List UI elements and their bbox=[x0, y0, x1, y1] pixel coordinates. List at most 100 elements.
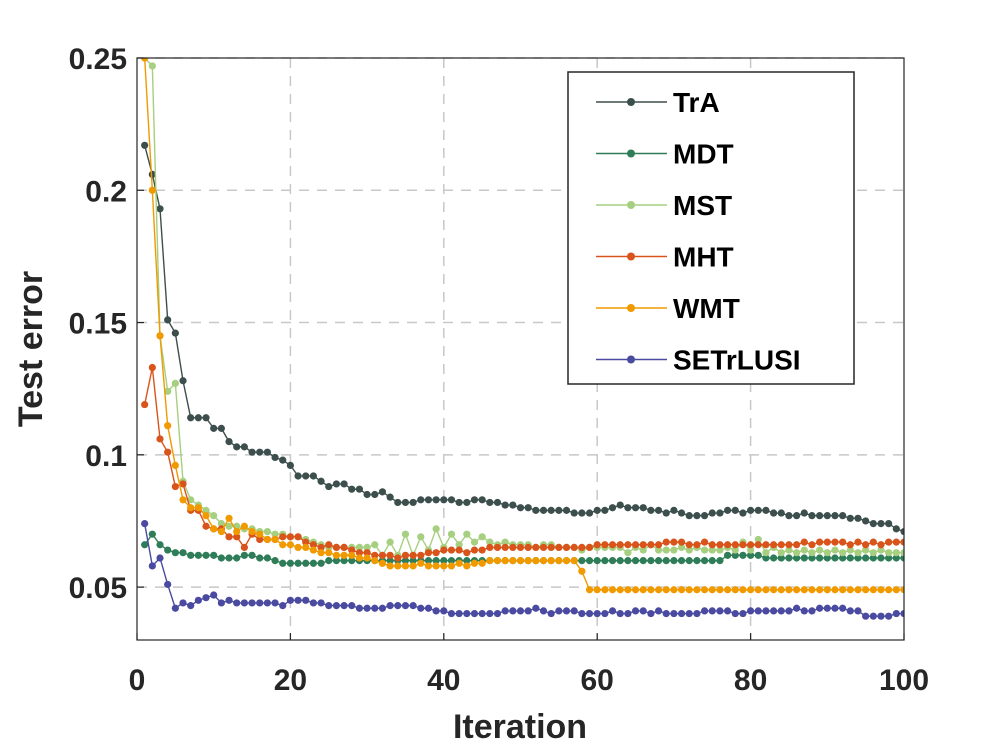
data-point bbox=[164, 546, 172, 554]
data-point bbox=[271, 453, 279, 462]
data-point bbox=[432, 525, 440, 533]
data-point bbox=[555, 543, 563, 552]
legend-label: TrA bbox=[673, 87, 720, 118]
data-point bbox=[877, 586, 885, 594]
data-point bbox=[294, 543, 302, 552]
data-point bbox=[639, 607, 647, 615]
data-point bbox=[762, 541, 770, 549]
data-point bbox=[463, 530, 471, 538]
data-point bbox=[348, 546, 356, 554]
data-point bbox=[785, 541, 793, 549]
data-point bbox=[639, 541, 647, 549]
data-point bbox=[585, 509, 594, 517]
data-point bbox=[179, 377, 187, 385]
data-point bbox=[670, 586, 678, 594]
data-point bbox=[202, 551, 210, 559]
data-point bbox=[647, 541, 655, 549]
y-tick-label: 0.2 bbox=[85, 175, 127, 208]
data-point bbox=[839, 586, 847, 594]
data-point bbox=[378, 551, 387, 559]
data-point bbox=[363, 543, 371, 552]
data-point bbox=[616, 557, 624, 565]
data-point bbox=[432, 496, 440, 504]
data-point bbox=[148, 530, 156, 538]
data-point bbox=[424, 496, 433, 504]
data-point bbox=[371, 604, 379, 612]
data-point bbox=[747, 607, 755, 615]
data-point bbox=[654, 586, 663, 594]
data-point bbox=[302, 559, 310, 567]
data-point bbox=[739, 509, 747, 517]
data-point bbox=[279, 559, 287, 567]
data-point bbox=[455, 609, 463, 618]
data-point bbox=[739, 541, 747, 549]
legend-swatch-marker bbox=[627, 252, 635, 261]
data-point bbox=[731, 551, 739, 559]
data-point bbox=[570, 509, 578, 517]
data-point bbox=[877, 554, 885, 562]
data-point bbox=[401, 551, 410, 559]
data-point bbox=[647, 506, 655, 514]
data-point bbox=[455, 498, 463, 507]
data-point bbox=[202, 414, 210, 422]
data-point bbox=[854, 554, 862, 562]
data-point bbox=[562, 557, 571, 565]
data-point bbox=[164, 387, 172, 395]
data-point bbox=[831, 554, 839, 562]
data-point bbox=[608, 586, 617, 594]
data-point bbox=[808, 549, 816, 557]
plot-frame bbox=[136, 57, 905, 641]
data-point bbox=[302, 538, 310, 546]
data-point bbox=[501, 607, 509, 615]
data-point bbox=[440, 546, 448, 554]
data-point bbox=[670, 609, 678, 618]
data-point bbox=[555, 607, 563, 615]
data-point bbox=[854, 549, 862, 557]
data-point bbox=[470, 546, 479, 554]
series-line-tra bbox=[143, 145, 904, 533]
data-point bbox=[294, 559, 302, 567]
data-point bbox=[248, 599, 256, 607]
x-tick-label: 0 bbox=[129, 664, 146, 697]
data-point bbox=[509, 543, 517, 552]
data-point bbox=[432, 607, 440, 615]
y-tick-label: 0.05 bbox=[69, 572, 127, 605]
data-point bbox=[447, 609, 456, 618]
data-point bbox=[348, 485, 356, 493]
data-point bbox=[831, 586, 839, 594]
data-point bbox=[639, 557, 647, 565]
data-point bbox=[808, 541, 816, 549]
data-point bbox=[164, 316, 172, 324]
data-point bbox=[747, 541, 755, 549]
data-point bbox=[700, 586, 709, 594]
data-point bbox=[394, 562, 402, 570]
data-point bbox=[248, 551, 256, 559]
data-point bbox=[187, 551, 195, 559]
data-point bbox=[309, 599, 318, 607]
legend-item-tra: TrA bbox=[596, 87, 720, 118]
data-point bbox=[539, 607, 548, 615]
legend-swatch-marker bbox=[627, 355, 635, 364]
data-point bbox=[171, 329, 179, 337]
data-point bbox=[800, 546, 808, 554]
data-point bbox=[570, 543, 578, 552]
data-point bbox=[256, 448, 264, 456]
data-point bbox=[562, 543, 571, 552]
data-point bbox=[440, 496, 448, 504]
data-point bbox=[447, 496, 456, 504]
data-point bbox=[685, 541, 693, 549]
data-point bbox=[839, 538, 847, 546]
data-point bbox=[647, 609, 655, 618]
data-point bbox=[440, 557, 448, 565]
data-point bbox=[148, 562, 156, 570]
data-point bbox=[348, 557, 356, 565]
data-point bbox=[317, 549, 325, 557]
data-point bbox=[470, 559, 479, 567]
data-point bbox=[777, 549, 785, 557]
data-point bbox=[409, 557, 417, 565]
legend-item-wmt: WMT bbox=[596, 293, 740, 324]
data-point bbox=[432, 562, 440, 570]
data-point bbox=[608, 607, 617, 615]
legend-item-mdt: MDT bbox=[596, 139, 734, 170]
data-point bbox=[900, 609, 904, 618]
